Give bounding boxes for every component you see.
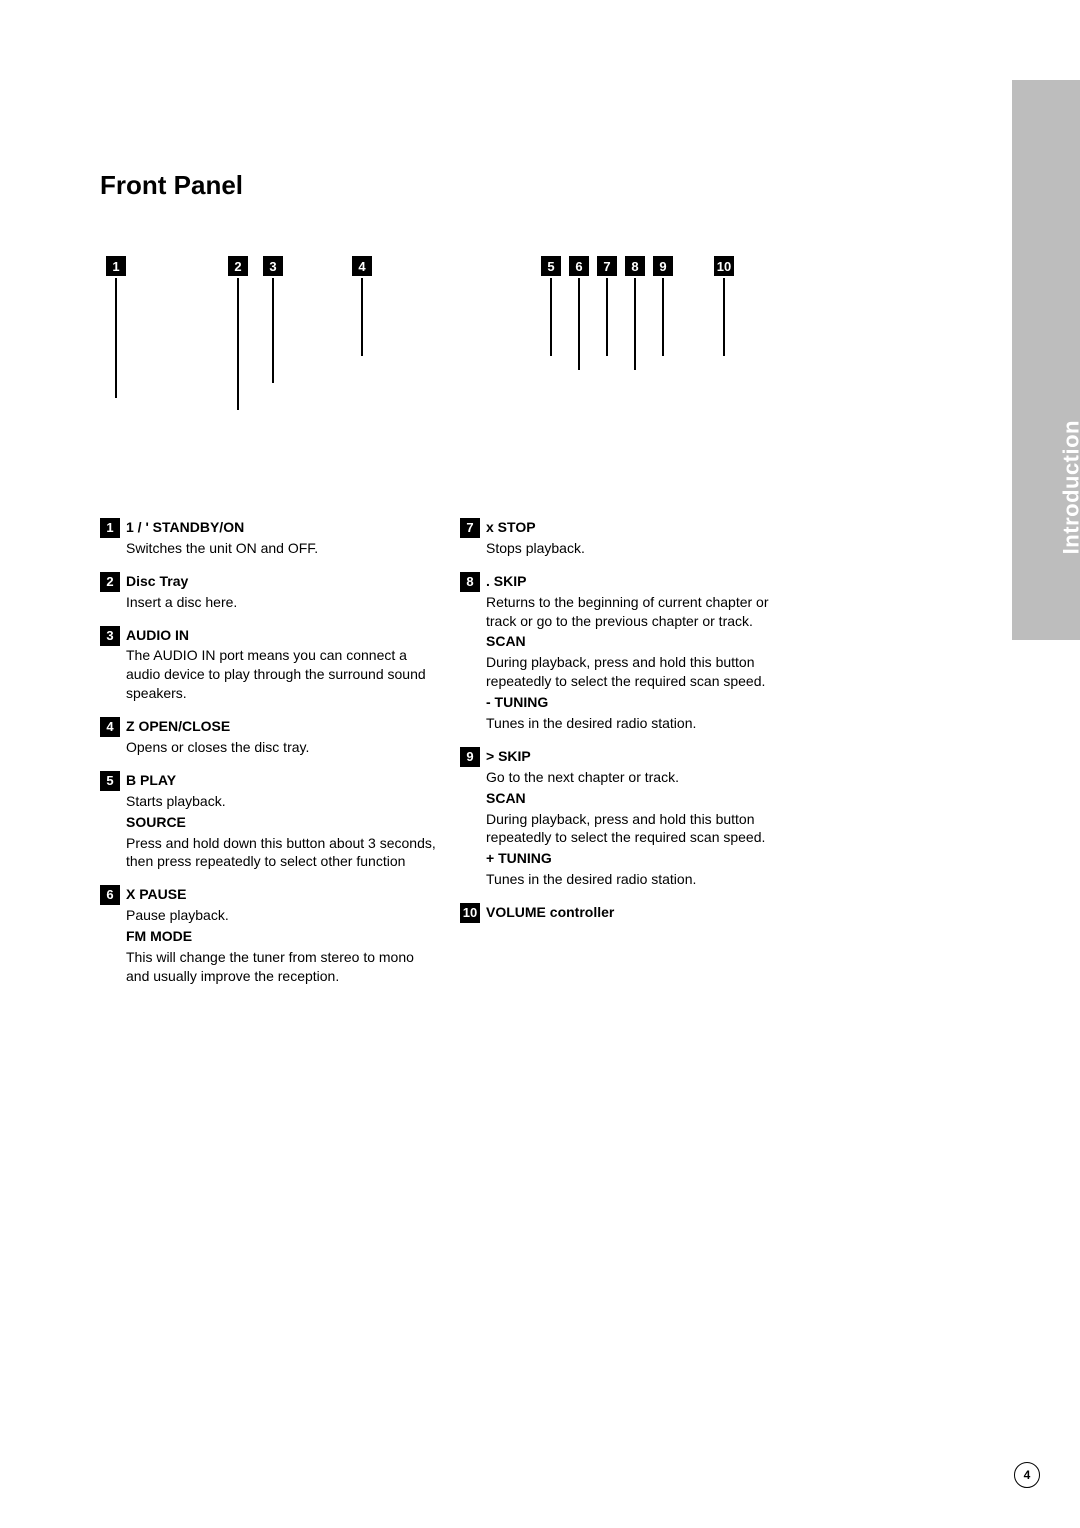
item-number-4: 4	[100, 717, 120, 737]
callout-line-3: 3	[272, 278, 274, 383]
item-body-2: Disc Tray Insert a disc here.	[126, 572, 436, 612]
item-number-3: 3	[100, 626, 120, 646]
item-1: 1 1 / ' STANDBY/ON Switches the unit ON an…	[100, 518, 445, 558]
item-line: 1 / ' STANDBY/ON	[126, 518, 436, 537]
item-body-9: > SKIP Go to the next chapter or track. SC…	[486, 747, 796, 889]
callout-marker-7: 7	[597, 256, 617, 276]
item-line: This will change the tuner from stereo t…	[126, 948, 436, 986]
side-tab-label: Introduction	[1058, 420, 1080, 554]
callout-marker-8: 8	[625, 256, 645, 276]
side-tab: Introduction	[1012, 80, 1080, 640]
callout-marker-3: 3	[263, 256, 283, 276]
item-2: 2 Disc Tray Insert a disc here.	[100, 572, 445, 612]
item-line: Pause playback.	[126, 906, 436, 925]
callout-marker-9: 9	[653, 256, 673, 276]
item-line: VOLUME controller	[486, 903, 796, 922]
item-line: Insert a disc here.	[126, 593, 436, 612]
item-line: B PLAY	[126, 771, 436, 790]
item-line: . SKIP	[486, 572, 796, 591]
callout-line-8: 8	[634, 278, 636, 370]
callout-line-9: 9	[662, 278, 664, 356]
callout-marker-10: 10	[714, 256, 734, 276]
callout-marker-2: 2	[228, 256, 248, 276]
item-line: Tunes in the desired radio station.	[486, 870, 796, 889]
item-body-8: . SKIP Returns to the beginning of curren…	[486, 572, 796, 733]
item-number-7: 7	[460, 518, 480, 538]
callout-line-1: 1	[115, 278, 117, 398]
item-line: Opens or closes the disc tray.	[126, 738, 436, 757]
item-line: SCAN	[486, 789, 796, 808]
item-line: X PAUSE	[126, 885, 436, 904]
item-line: The AUDIO IN port means you can connect …	[126, 646, 436, 703]
item-line: Returns to the beginning of current chap…	[486, 593, 796, 631]
item-line: Go to the next chapter or track.	[486, 768, 796, 787]
callout-line-6: 6	[578, 278, 580, 370]
item-body-5: B PLAY Starts playback. SOURCE Press and ho…	[126, 771, 436, 871]
item-body-6: X PAUSE Pause playback. FM MODE This will c…	[126, 885, 436, 985]
item-line: Starts playback.	[126, 792, 436, 811]
item-8: 8 . SKIP Returns to the beginning of curre…	[460, 572, 805, 733]
item-line: x STOP	[486, 518, 796, 537]
item-line: Z OPEN/CLOSE	[126, 717, 436, 736]
item-line: Stops playback.	[486, 539, 796, 558]
item-line: SOURCE	[126, 813, 436, 832]
item-number-2: 2	[100, 572, 120, 592]
item-line: Press and hold down this button about 3 …	[126, 834, 436, 872]
item-5: 5 B PLAY Starts playback. SOURCE Press and h…	[100, 771, 445, 871]
item-10: 10 VOLUME controller	[460, 903, 805, 923]
callout-marker-1: 1	[106, 256, 126, 276]
item-9: 9 > SKIP Go to the next chapter or track. S…	[460, 747, 805, 889]
item-line: - TUNING	[486, 693, 796, 712]
item-number-6: 6	[100, 885, 120, 905]
item-number-8: 8	[460, 572, 480, 592]
callout-line-2: 2	[237, 278, 239, 410]
item-line: > SKIP	[486, 747, 796, 766]
item-body-10: VOLUME controller	[486, 903, 796, 922]
callout-line-4: 4	[361, 278, 363, 356]
item-line: + TUNING	[486, 849, 796, 868]
item-number-9: 9	[460, 747, 480, 767]
item-line: Switches the unit ON and OFF.	[126, 539, 436, 558]
item-number-5: 5	[100, 771, 120, 791]
right-column: 7 x STOP Stops playback. 8 . SKIP Returns to …	[460, 518, 805, 937]
item-body-4: Z OPEN/CLOSE Opens or closes the disc tra…	[126, 717, 436, 757]
callout-marker-5: 5	[541, 256, 561, 276]
item-4: 4 Z OPEN/CLOSE Opens or closes the disc tr…	[100, 717, 445, 757]
item-line: SCAN	[486, 632, 796, 651]
item-line: AUDIO IN	[126, 626, 436, 645]
page-title: Front Panel	[100, 170, 243, 201]
callout-line-5: 5	[550, 278, 552, 356]
item-body-3: AUDIO INThe AUDIO IN port means you can …	[126, 626, 436, 704]
callout-marker-4: 4	[352, 256, 372, 276]
item-line: During playback, press and hold this but…	[486, 653, 796, 691]
item-line: FM MODE	[126, 927, 436, 946]
item-7: 7 x STOP Stops playback.	[460, 518, 805, 558]
item-number-10: 10	[460, 903, 480, 923]
item-line: Tunes in the desired radio station.	[486, 714, 796, 733]
item-line: Disc Tray	[126, 572, 436, 591]
item-3: 3 AUDIO INThe AUDIO IN port means you can…	[100, 626, 445, 704]
item-body-1: 1 / ' STANDBY/ON Switches the unit ON and…	[126, 518, 436, 558]
page-number: 4	[1014, 1462, 1040, 1488]
item-line: During playback, press and hold this but…	[486, 810, 796, 848]
item-number-1: 1	[100, 518, 120, 538]
callout-marker-6: 6	[569, 256, 589, 276]
left-column: 1 1 / ' STANDBY/ON Switches the unit ON an…	[100, 518, 445, 1000]
callout-line-7: 7	[606, 278, 608, 356]
callout-line-10: 10	[723, 278, 725, 356]
item-body-7: x STOP Stops playback.	[486, 518, 796, 558]
item-6: 6 X PAUSE Pause playback. FM MODE This will …	[100, 885, 445, 985]
